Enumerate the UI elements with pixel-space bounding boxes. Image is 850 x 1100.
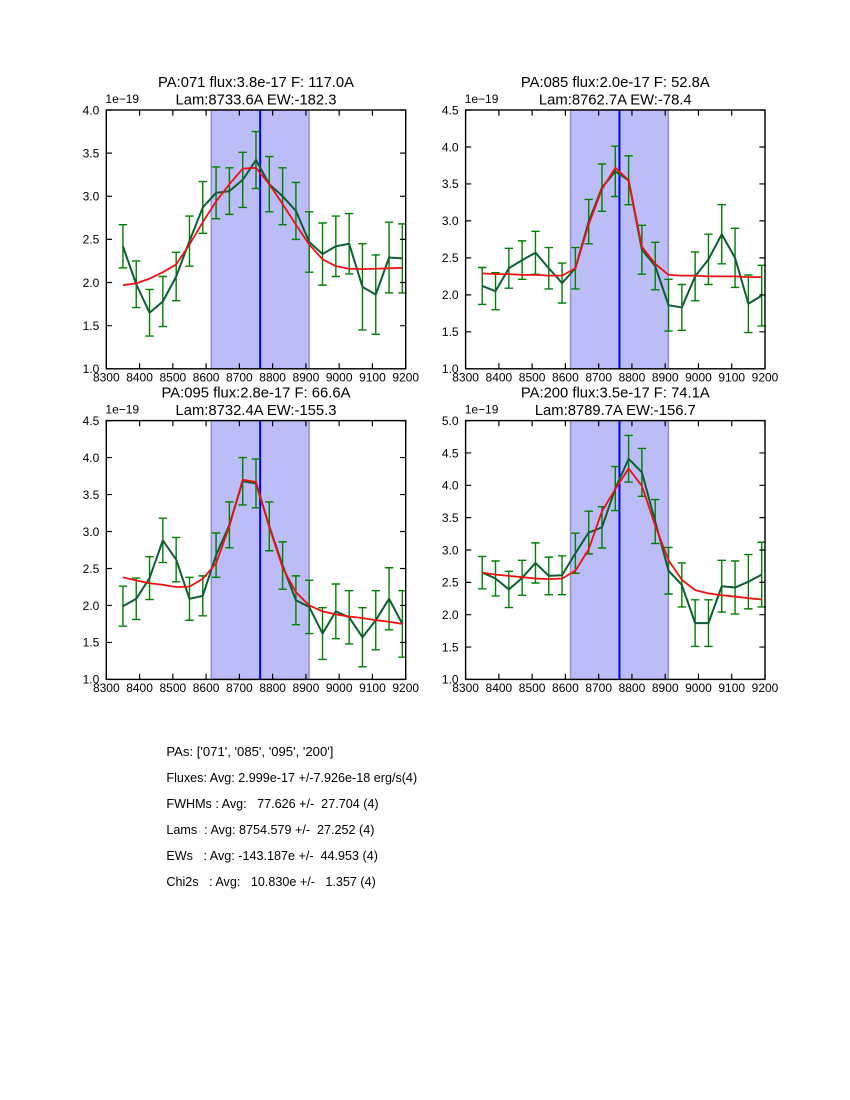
svg-text:8400: 8400 [486, 681, 513, 695]
svg-text:8700: 8700 [226, 371, 253, 385]
svg-text:2.5: 2.5 [442, 576, 459, 590]
svg-text:8400: 8400 [126, 681, 153, 695]
svg-text:1e−19: 1e−19 [465, 92, 499, 106]
svg-text:Lam:8732.4A EW:-155.3: Lam:8732.4A EW:-155.3 [176, 403, 337, 419]
svg-text:9000: 9000 [685, 371, 712, 385]
svg-text:1.5: 1.5 [83, 636, 100, 650]
svg-text:PA:095 flux:2.8e-17 F: 66.6A: PA:095 flux:2.8e-17 F: 66.6A [162, 386, 351, 402]
svg-text:3.5: 3.5 [83, 146, 100, 160]
svg-text:8700: 8700 [226, 681, 253, 695]
svg-text:1.0: 1.0 [442, 673, 459, 687]
svg-text:Chi2s : Avg: 10.830e +/-: Chi2s : Avg: 10.830e +/- 1.357 (4) [166, 875, 375, 889]
svg-text:8300: 8300 [452, 371, 479, 385]
svg-text:PAs: ['071', '085', '095', '20: PAs: ['071', '085', '095', '200'] [166, 745, 333, 759]
svg-text:4.5: 4.5 [83, 414, 100, 428]
svg-text:4.0: 4.0 [83, 103, 100, 117]
svg-text:PA:071 flux:3.8e-17 F: 117.0A: PA:071 flux:3.8e-17 F: 117.0A [158, 75, 354, 91]
svg-text:9200: 9200 [752, 681, 779, 695]
svg-text:1e−19: 1e−19 [465, 403, 499, 417]
svg-text:1e−19: 1e−19 [105, 92, 139, 106]
svg-text:8400: 8400 [486, 371, 513, 385]
svg-text:2.5: 2.5 [83, 562, 100, 576]
svg-text:5.0: 5.0 [442, 414, 459, 428]
svg-text:3.5: 3.5 [442, 177, 459, 191]
svg-text:8800: 8800 [619, 681, 646, 695]
svg-text:9200: 9200 [392, 681, 419, 695]
svg-text:4.0: 4.0 [83, 451, 100, 465]
svg-text:2.0: 2.0 [83, 599, 100, 613]
svg-text:PA:200 flux:3.5e-17 F: 74.1A: PA:200 flux:3.5e-17 F: 74.1A [521, 386, 710, 402]
svg-text:4.0: 4.0 [442, 479, 459, 493]
svg-text:4.0: 4.0 [442, 140, 459, 154]
svg-text:PA:085 flux:2.0e-17 F: 52.8A: PA:085 flux:2.0e-17 F: 52.8A [521, 75, 710, 91]
svg-text:8600: 8600 [552, 371, 579, 385]
svg-text:8800: 8800 [259, 371, 286, 385]
svg-text:EWs : Avg: -143.187e +/- 44: EWs : Avg: -143.187e +/- 44.953 (4) [166, 849, 378, 863]
svg-text:Lam:8762.7A EW:-78.4: Lam:8762.7A EW:-78.4 [539, 92, 692, 108]
svg-text:3.5: 3.5 [83, 488, 100, 502]
svg-text:9000: 9000 [326, 681, 353, 695]
svg-text:8700: 8700 [585, 681, 612, 695]
svg-text:8400: 8400 [126, 371, 153, 385]
svg-text:2.5: 2.5 [442, 251, 459, 265]
svg-text:9100: 9100 [359, 681, 386, 695]
svg-text:8900: 8900 [293, 681, 320, 695]
svg-text:2.5: 2.5 [83, 233, 100, 247]
svg-text:8900: 8900 [293, 371, 320, 385]
svg-text:9100: 9100 [718, 681, 745, 695]
svg-text:1.0: 1.0 [83, 362, 100, 376]
svg-text:3.0: 3.0 [83, 190, 100, 204]
svg-text:8700: 8700 [585, 371, 612, 385]
svg-text:Lam:8733.6A EW:-182.3: Lam:8733.6A EW:-182.3 [176, 92, 337, 108]
svg-text:8300: 8300 [452, 681, 479, 695]
svg-text:8300: 8300 [93, 371, 120, 385]
svg-text:8800: 8800 [619, 371, 646, 385]
svg-text:9200: 9200 [392, 371, 419, 385]
svg-text:2.0: 2.0 [442, 608, 459, 622]
svg-text:9100: 9100 [359, 371, 386, 385]
svg-text:8500: 8500 [519, 681, 546, 695]
svg-text:8500: 8500 [159, 681, 186, 695]
svg-text:8600: 8600 [193, 681, 220, 695]
svg-text:1e−19: 1e−19 [105, 403, 139, 417]
svg-text:8600: 8600 [552, 681, 579, 695]
svg-text:Fluxes: Avg: 2.999e-17 +/-7.92: Fluxes: Avg: 2.999e-17 +/-7.926e-18 erg/… [166, 771, 417, 785]
svg-text:9000: 9000 [326, 371, 353, 385]
svg-text:4.5: 4.5 [442, 103, 459, 117]
svg-text:3.0: 3.0 [442, 214, 459, 228]
svg-text:2.0: 2.0 [442, 288, 459, 302]
svg-text:8500: 8500 [159, 371, 186, 385]
svg-text:9000: 9000 [685, 681, 712, 695]
svg-text:1.5: 1.5 [442, 640, 459, 654]
svg-text:4.5: 4.5 [442, 446, 459, 460]
svg-text:1.0: 1.0 [83, 673, 100, 687]
svg-text:Lam:8789.7A EW:-156.7: Lam:8789.7A EW:-156.7 [535, 403, 696, 419]
svg-text:9100: 9100 [718, 371, 745, 385]
svg-text:3.0: 3.0 [442, 543, 459, 557]
svg-text:8600: 8600 [193, 371, 220, 385]
svg-text:1.5: 1.5 [442, 325, 459, 339]
svg-text:3.0: 3.0 [83, 525, 100, 539]
svg-text:Lams : Avg: 8754.579 +/- 27.: Lams : Avg: 8754.579 +/- 27.252 (4) [166, 823, 374, 837]
svg-text:8800: 8800 [259, 681, 286, 695]
svg-text:3.5: 3.5 [442, 511, 459, 525]
svg-text:8500: 8500 [519, 371, 546, 385]
svg-text:8900: 8900 [652, 371, 679, 385]
svg-text:1.5: 1.5 [83, 319, 100, 333]
svg-text:8900: 8900 [652, 681, 679, 695]
svg-text:FWHMs : Avg: 77.626 +/- 27.: FWHMs : Avg: 77.626 +/- 27.704 (4) [166, 797, 378, 811]
svg-text:2.0: 2.0 [83, 276, 100, 290]
svg-text:1.0: 1.0 [442, 362, 459, 376]
svg-text:8300: 8300 [93, 681, 120, 695]
svg-text:9200: 9200 [752, 371, 779, 385]
